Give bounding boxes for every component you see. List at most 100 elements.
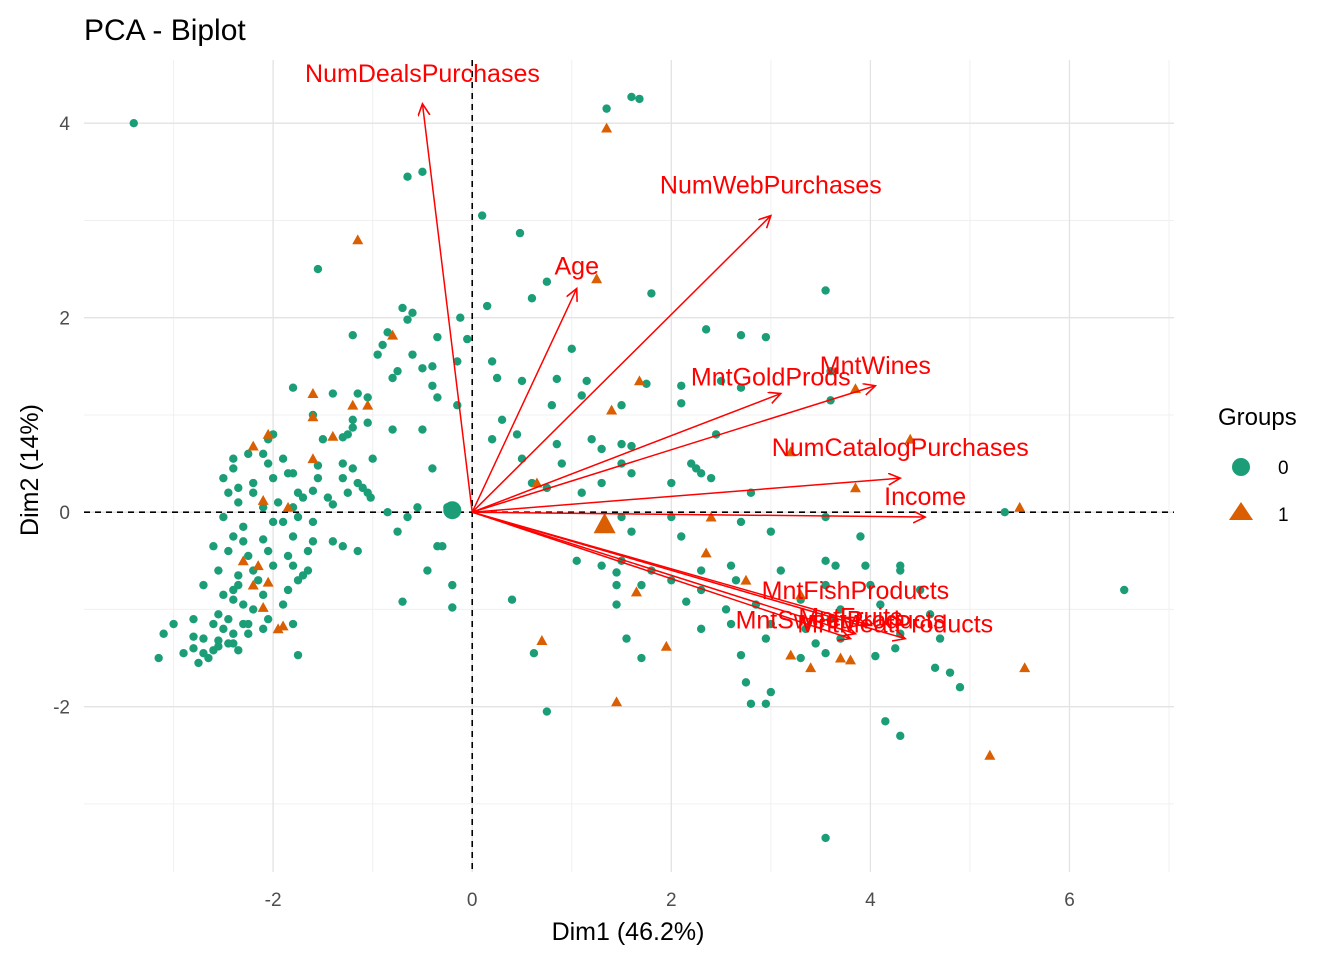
group-0-point bbox=[229, 629, 238, 638]
group-0-point bbox=[258, 503, 268, 512]
group-0-point bbox=[567, 344, 576, 354]
group-0-point bbox=[731, 576, 741, 585]
group-0-point bbox=[871, 651, 880, 661]
group-1-point bbox=[257, 601, 269, 612]
group-1-point bbox=[262, 428, 274, 439]
x-tick-label: 2 bbox=[666, 890, 677, 911]
group-1-point bbox=[795, 589, 807, 600]
group-0-point bbox=[408, 308, 417, 318]
y-tick-label: -2 bbox=[53, 698, 70, 719]
group-0-point bbox=[766, 687, 776, 697]
x-tick-label: 4 bbox=[865, 890, 876, 911]
group-0-point bbox=[366, 493, 375, 502]
group-0-point bbox=[682, 597, 691, 606]
group-0-point bbox=[219, 473, 228, 483]
group-0-point bbox=[328, 500, 338, 509]
group-0-point bbox=[313, 264, 323, 274]
group-0-point bbox=[348, 331, 357, 340]
group-0-point bbox=[577, 488, 586, 497]
group-1-point bbox=[307, 411, 319, 422]
group-0-point bbox=[219, 512, 228, 522]
group-1-point bbox=[352, 234, 364, 245]
group-0-point bbox=[229, 532, 238, 541]
group-0-point bbox=[308, 517, 318, 527]
group-0-point bbox=[263, 459, 273, 468]
group-0-point bbox=[736, 331, 746, 340]
group-1-point bbox=[904, 433, 916, 444]
group-0-point bbox=[258, 590, 268, 600]
group-0-point bbox=[338, 542, 348, 551]
group-0-point bbox=[263, 546, 273, 556]
group-0-point bbox=[383, 507, 392, 517]
group-0-point bbox=[721, 605, 731, 614]
group-0-point bbox=[433, 393, 442, 402]
group-0-point bbox=[463, 334, 472, 344]
group-0-point bbox=[622, 634, 631, 643]
group-0-point bbox=[263, 614, 273, 624]
group-0-point bbox=[876, 600, 885, 609]
group-0-point bbox=[224, 546, 233, 556]
group-0-point bbox=[512, 430, 522, 439]
group-0-point bbox=[696, 469, 706, 478]
group-0-point bbox=[323, 493, 333, 502]
group-1-point bbox=[272, 623, 284, 634]
group-0-point bbox=[308, 486, 318, 495]
group-0-point bbox=[169, 619, 178, 629]
group-0-point bbox=[159, 629, 168, 638]
group-0-point bbox=[826, 366, 835, 376]
group-0-point bbox=[328, 537, 338, 546]
group-0-point bbox=[896, 566, 905, 575]
group-0-point bbox=[413, 503, 422, 512]
group-0-point bbox=[293, 650, 303, 660]
group-0-point bbox=[378, 340, 387, 350]
group-0-point bbox=[597, 561, 606, 570]
group-1-point bbox=[805, 662, 817, 673]
group-0-point bbox=[515, 228, 525, 238]
group-0-point bbox=[597, 444, 606, 454]
vector-label: NumWebPurchases bbox=[660, 172, 882, 200]
group-0-point bbox=[448, 603, 457, 612]
group-1-point bbox=[347, 399, 359, 410]
y-tick-label: 2 bbox=[59, 309, 70, 330]
group-0-point bbox=[542, 707, 552, 716]
vector-arrow bbox=[472, 512, 925, 517]
group-1-point bbox=[262, 576, 274, 587]
group-0-point bbox=[348, 415, 357, 425]
vector-arrow bbox=[471, 386, 875, 513]
group-0-point bbox=[428, 464, 437, 473]
group-0-point bbox=[234, 498, 243, 507]
group-0-point bbox=[214, 636, 223, 645]
group-0-point bbox=[368, 454, 377, 463]
group-0-point bbox=[383, 328, 392, 337]
group-0-point bbox=[298, 493, 308, 502]
group-0-point bbox=[224, 639, 233, 648]
group-0-point bbox=[746, 699, 756, 708]
y-tick-label: 4 bbox=[59, 114, 70, 135]
group-0-point bbox=[761, 332, 771, 342]
group-0-point bbox=[677, 399, 686, 408]
group-0-point bbox=[229, 595, 238, 604]
group-1-point bbox=[606, 404, 618, 415]
group-0-point bbox=[428, 381, 437, 390]
group-0-point bbox=[761, 634, 771, 643]
group-0-point bbox=[552, 439, 562, 449]
group-0-point bbox=[736, 650, 746, 660]
group-0-point bbox=[647, 289, 656, 298]
group-0-point bbox=[283, 585, 293, 595]
group-1-point bbox=[844, 654, 856, 665]
vector-label: MntFishProducts bbox=[762, 577, 950, 605]
group-0-point bbox=[298, 571, 308, 580]
group-1-point bbox=[601, 122, 613, 133]
group-0-point bbox=[278, 454, 288, 463]
group-0-point bbox=[487, 357, 497, 366]
group-0-point bbox=[393, 527, 402, 536]
x-tick-label: -2 bbox=[265, 890, 282, 911]
group-0-point bbox=[423, 566, 432, 575]
vector-arrow bbox=[422, 104, 473, 513]
group-0-point bbox=[393, 366, 402, 376]
group-0-point bbox=[517, 454, 527, 463]
group-1-point bbox=[705, 511, 717, 522]
group-0-point bbox=[677, 532, 686, 541]
group-0-point bbox=[811, 639, 820, 648]
